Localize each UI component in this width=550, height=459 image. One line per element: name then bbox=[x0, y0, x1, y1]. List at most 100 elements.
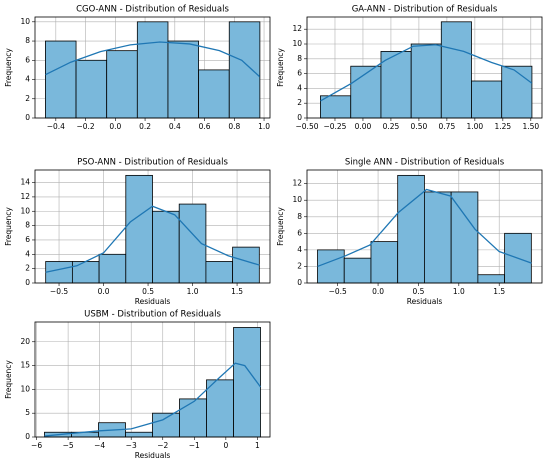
bar bbox=[232, 246, 260, 284]
bar bbox=[45, 40, 77, 119]
x-tick-label: 0.5 bbox=[412, 287, 424, 296]
bar bbox=[152, 210, 180, 284]
x-tick-label: −3 bbox=[126, 441, 137, 450]
bar bbox=[343, 257, 372, 284]
x-tick-label: −4 bbox=[94, 441, 105, 450]
x-tick-label: 1.5 bbox=[231, 287, 243, 296]
bar bbox=[370, 241, 399, 284]
axes-frame bbox=[34, 16, 271, 119]
kde-line bbox=[45, 41, 261, 78]
x-tick-label: 0.8 bbox=[228, 122, 240, 131]
kde-line bbox=[317, 188, 532, 268]
y-tick-label: 0 bbox=[25, 432, 30, 441]
x-tick-label: 1.5 bbox=[493, 287, 505, 296]
kde-line bbox=[45, 205, 260, 273]
y-axis-label: Frequency bbox=[4, 360, 13, 399]
y-tick-label: 12 bbox=[292, 179, 302, 188]
bar bbox=[45, 261, 73, 284]
x-tick-label: −0.5 bbox=[329, 287, 347, 296]
bar bbox=[477, 274, 506, 284]
chart-title: CGO-ANN - Distribution of Residuals bbox=[76, 5, 229, 15]
y-tick-label: 0 bbox=[297, 278, 302, 287]
x-tick-label: 1.0 bbox=[187, 287, 199, 296]
kde-line bbox=[44, 362, 262, 437]
x-tick-label: 0.25 bbox=[383, 122, 400, 131]
bar bbox=[205, 261, 234, 284]
x-tick-label: −5 bbox=[63, 441, 74, 450]
x-tick-label: 1.0 bbox=[258, 122, 270, 131]
y-tick-label: 0 bbox=[25, 278, 30, 287]
y-tick-label: 8 bbox=[297, 54, 302, 63]
x-tick-label: 0.6 bbox=[199, 122, 211, 131]
y-tick-label: 4 bbox=[25, 249, 30, 258]
bar bbox=[450, 191, 479, 284]
y-tick-label: 10 bbox=[20, 384, 30, 393]
y-tick-label: 5 bbox=[25, 408, 30, 417]
y-axis-label: Frequency bbox=[276, 207, 285, 246]
kde-line bbox=[320, 44, 533, 102]
x-axis-label: Residuals bbox=[135, 451, 171, 459]
bar bbox=[410, 43, 442, 119]
y-tick-label: 2 bbox=[25, 264, 30, 273]
bar bbox=[167, 40, 200, 119]
y-tick-label: 6 bbox=[297, 69, 302, 78]
bar bbox=[152, 412, 180, 438]
x-tick-label: 1.25 bbox=[494, 122, 511, 131]
chart-title: PSO-ANN - Distribution of Residuals bbox=[77, 158, 228, 168]
axes-frame bbox=[306, 16, 543, 119]
bar bbox=[206, 379, 234, 438]
chart-title: USBM - Distribution of Residuals bbox=[84, 310, 221, 320]
x-tick-label: 1.50 bbox=[522, 122, 539, 131]
y-tick-label: 0 bbox=[25, 113, 30, 122]
y-tick-label: 10 bbox=[20, 206, 30, 215]
bar bbox=[471, 80, 503, 119]
y-tick-label: 10 bbox=[292, 39, 302, 48]
bar bbox=[228, 21, 261, 119]
y-tick-label: 10 bbox=[292, 195, 302, 204]
bar bbox=[125, 174, 153, 284]
x-axis-label: Residuals bbox=[407, 297, 443, 306]
x-tick-label: 0.0 bbox=[98, 287, 110, 296]
x-tick-label: 0.5 bbox=[142, 287, 154, 296]
bar bbox=[98, 253, 127, 284]
y-tick-label: 14 bbox=[20, 178, 30, 187]
x-tick-label: 0.75 bbox=[439, 122, 456, 131]
x-tick-label: −2 bbox=[157, 441, 168, 450]
x-tick-label: −0.5 bbox=[50, 287, 68, 296]
y-tick-label: 2 bbox=[25, 94, 30, 103]
y-tick-label: 2 bbox=[297, 98, 302, 107]
x-tick-label: −0.2 bbox=[76, 122, 94, 131]
y-tick-label: 8 bbox=[297, 212, 302, 221]
x-tick-label: 1 bbox=[255, 441, 260, 450]
bar bbox=[198, 69, 230, 119]
y-tick-label: 8 bbox=[25, 221, 30, 230]
x-axis-label: Residuals bbox=[135, 297, 171, 306]
bar bbox=[380, 51, 412, 119]
y-tick-label: 6 bbox=[297, 228, 302, 237]
bar bbox=[106, 50, 138, 119]
y-tick-label: 20 bbox=[20, 337, 30, 346]
y-tick-label: 4 bbox=[25, 75, 30, 84]
x-tick-label: −1 bbox=[189, 441, 200, 450]
axes-frame bbox=[306, 169, 543, 284]
y-tick-label: 8 bbox=[25, 36, 30, 45]
bar bbox=[136, 21, 169, 119]
bar bbox=[75, 59, 108, 119]
bar bbox=[233, 327, 261, 438]
y-axis-label: Frequency bbox=[4, 207, 13, 246]
bar bbox=[501, 65, 533, 119]
x-tick-label: 1.0 bbox=[453, 287, 465, 296]
bar bbox=[317, 249, 345, 284]
x-tick-label: 0.4 bbox=[169, 122, 181, 131]
y-tick-label: 12 bbox=[292, 24, 302, 33]
axes-frame bbox=[34, 321, 271, 438]
x-tick-label: 0 bbox=[223, 441, 228, 450]
x-tick-label: 0.50 bbox=[411, 122, 428, 131]
y-axis-label: Frequency bbox=[4, 48, 13, 87]
x-tick-label: 0.00 bbox=[355, 122, 372, 131]
bar bbox=[71, 261, 100, 284]
x-tick-label: 0.2 bbox=[139, 122, 151, 131]
y-tick-label: 15 bbox=[20, 361, 30, 370]
bar bbox=[424, 191, 452, 284]
